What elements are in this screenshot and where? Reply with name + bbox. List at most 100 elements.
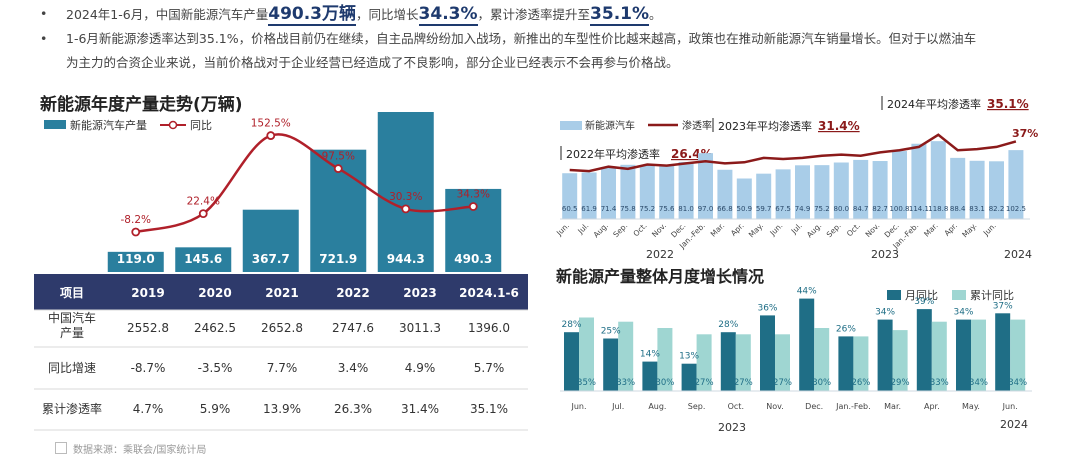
growth-tick-label: Oct. <box>728 402 744 411</box>
monthly-bar-label: 97.0 <box>698 205 714 213</box>
summary-bullets: • 2024年1-6月，中国新能源汽车产量490.3万辆，同比增长34.3%，累… <box>40 2 1060 75</box>
table-cell: -8.7% <box>131 361 166 375</box>
yoy-marker <box>198 209 208 219</box>
table-cell: 2462.5 <box>194 321 236 335</box>
summary-text: ，同比增长 <box>356 7 419 22</box>
mon-yoy-bar <box>760 315 775 391</box>
monthly-tick-label: May. <box>960 221 978 239</box>
monthly-bar <box>930 141 946 219</box>
mon-yoy-label: 36% <box>757 303 777 313</box>
monthly-bar <box>872 161 888 219</box>
legend-line-marker <box>168 120 178 130</box>
monthly-bar-label: 74.9 <box>795 205 811 213</box>
monthly-bar <box>756 173 772 219</box>
legend-nev-swatch <box>560 121 582 130</box>
cum-yoy-label: 26% <box>851 378 870 388</box>
yoy-marker <box>266 131 276 140</box>
table-header-row <box>34 274 528 310</box>
cum-yoy-label: 27% <box>734 378 753 388</box>
cum-yoy-bar <box>735 334 751 391</box>
legend-mon-swatch <box>887 290 901 300</box>
bullet-dot: • <box>40 31 48 46</box>
year-label: 2023 <box>718 421 746 434</box>
monthly-tick-label: Jul. <box>575 221 590 236</box>
mon-yoy-bar <box>564 332 579 391</box>
table-cell: 4.9% <box>405 361 436 375</box>
summary-line-1: • 2024年1-6月，中国新能源汽车产量490.3万辆，同比增长34.3%，累… <box>40 2 1060 27</box>
monthly-bar-label: 71.4 <box>601 205 617 213</box>
yoy-label: 30.3% <box>389 191 422 203</box>
annual-bar-label: 944.3 <box>387 252 425 266</box>
legend-bar-swatch <box>44 120 66 129</box>
cum-yoy-label: 30% <box>812 378 831 388</box>
monthly-bar-label: 61.9 <box>581 205 597 213</box>
monthly-bar-label: 75.2 <box>640 205 656 213</box>
table-row-label: 累计渗透率 <box>42 401 102 416</box>
mon-yoy-label: 37% <box>993 301 1013 311</box>
monthly-bar <box>620 164 636 219</box>
monthly-bar <box>639 165 655 219</box>
cum-yoy-label: 30% <box>655 378 674 388</box>
mon-yoy-label: 34% <box>953 308 973 318</box>
monthly-bar-label: 67.5 <box>775 205 791 213</box>
mon-yoy-label: 28% <box>561 320 581 330</box>
table-cell: 7.7% <box>267 361 298 375</box>
mon-yoy-label: 26% <box>836 324 856 334</box>
mon-yoy-bar <box>956 319 971 391</box>
highlight-penetration: 35.1% <box>590 4 650 26</box>
mon-yoy-bar <box>916 309 932 391</box>
monthly-bar-label: 102.5 <box>1006 205 1026 213</box>
growth-tick-label: Sep. <box>688 402 706 411</box>
table-row-label: 中国汽车产量 <box>48 310 96 340</box>
monthly-tick-label: Mar. <box>922 221 940 239</box>
monthly-bar-label: 100.8 <box>889 205 909 213</box>
monthly-bar <box>989 161 1004 219</box>
monthly-tick-label: May. <box>747 221 765 239</box>
avg-2023-text: 2023年平均渗透率 <box>718 119 812 133</box>
annual-bar-label: 490.3 <box>454 252 492 266</box>
annual-chart: 119.0 145.6 367.7 721.9 944.3 490.3 -8.2% 22.4%… <box>107 112 502 272</box>
growth-tick-label: Aug. <box>648 402 666 411</box>
annual-bar <box>377 112 434 272</box>
table-row-label: 同比增速 <box>48 361 96 375</box>
monthly-bar <box>814 165 830 219</box>
cum-yoy-label: 33% <box>930 378 949 388</box>
monthly-bar <box>562 173 578 219</box>
growth-tick-label: Dec. <box>805 402 823 411</box>
table-cell: 35.1% <box>470 402 508 416</box>
table-header-cell: 2022 <box>336 286 369 300</box>
mon-yoy-label: 44% <box>797 287 817 297</box>
table-header-cell: 2020 <box>198 286 231 300</box>
monthly-tick-label: Nov. <box>650 221 668 239</box>
monthly-growth-title: 新能源产量整体月度增长情况 <box>556 267 764 286</box>
monthly-bar-label: 75.8 <box>620 205 636 213</box>
table-cell: 2652.8 <box>261 321 303 335</box>
monthly-tick-label: Aug. <box>805 221 823 239</box>
legend-nev-label: 新能源汽车 <box>585 119 635 132</box>
mon-yoy-label: 34% <box>875 308 895 318</box>
monthly-bar-label: 66.8 <box>717 205 733 213</box>
mon-yoy-bar <box>681 363 697 391</box>
table-cell: 3.4% <box>338 361 369 375</box>
cum-yoy-bar <box>579 317 594 391</box>
monthly-bar-label: 75.6 <box>659 205 675 213</box>
annual-bar <box>107 251 164 272</box>
mon-yoy-label: 39% <box>914 297 934 307</box>
legend-cum-swatch <box>952 290 966 300</box>
annual-table: 项目 2019 2020 2021 2022 2023 2024.1-6 中国汽车产量 2552… <box>34 274 528 431</box>
summary-text: ，累计渗透率提升至 <box>477 7 591 22</box>
highlight-growth: 34.3% <box>418 4 478 26</box>
table-cell: 2747.6 <box>332 321 374 335</box>
monthly-tick-label: Sep. <box>825 221 843 239</box>
cum-yoy-bar <box>814 328 830 391</box>
table-header-cell: 2021 <box>265 286 298 300</box>
monthly-tick-label: Jul. <box>789 221 804 236</box>
mon-yoy-bar <box>720 332 736 391</box>
legend-production-label: 新能源汽车产量 <box>70 118 147 132</box>
monthly-bar-label: 114.1 <box>909 205 929 213</box>
monthly-tick-label: Oct. <box>845 221 862 238</box>
monthly-tick-label: Jun. <box>767 221 784 238</box>
monthly-bar <box>717 169 733 219</box>
monthly-bar <box>969 160 985 219</box>
growth-tick-label: Jun. <box>570 402 586 411</box>
